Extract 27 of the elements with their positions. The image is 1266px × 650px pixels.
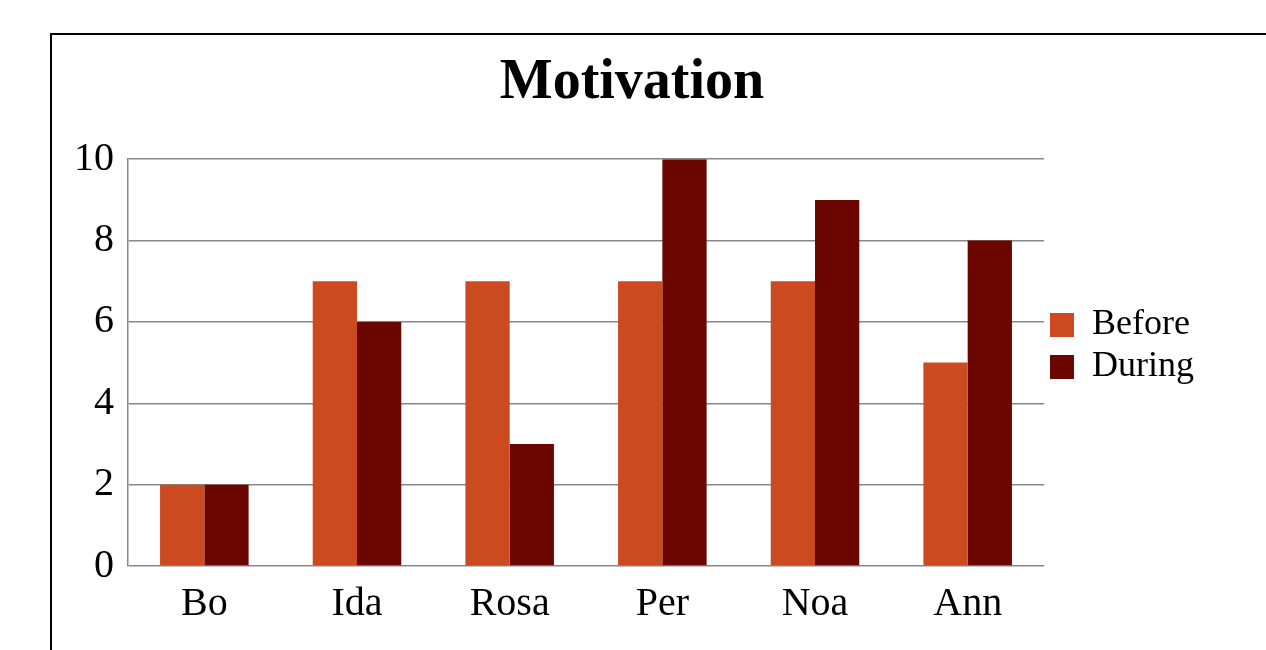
x-tick-label: Ida <box>331 578 383 624</box>
x-tick-label: Bo <box>180 578 228 624</box>
bar <box>357 321 402 566</box>
bar <box>923 362 968 566</box>
x-tick-label: Ann <box>933 578 1003 624</box>
bar <box>312 281 357 566</box>
x-tick-label: Per <box>635 578 689 624</box>
bar <box>465 281 510 566</box>
x-tick-label: Rosa <box>469 578 550 624</box>
y-tick-label: 6 <box>94 296 114 342</box>
legend-label: During <box>1092 344 1195 385</box>
bar <box>662 159 707 566</box>
bar <box>815 199 860 566</box>
chart-title: Motivation <box>499 48 765 111</box>
y-tick-label: 4 <box>94 377 114 423</box>
y-tick-label: 0 <box>94 540 114 586</box>
bar <box>967 240 1012 566</box>
y-tick-label: 10 <box>74 133 114 179</box>
bar <box>509 443 554 566</box>
bar <box>770 281 816 566</box>
bar <box>204 484 249 566</box>
bar <box>618 281 663 566</box>
legend-label: Before <box>1092 302 1190 343</box>
bar <box>160 484 205 566</box>
x-tick-label: Noa <box>781 578 849 624</box>
y-tick-label: 2 <box>94 459 114 505</box>
y-tick-label: 8 <box>94 215 114 261</box>
